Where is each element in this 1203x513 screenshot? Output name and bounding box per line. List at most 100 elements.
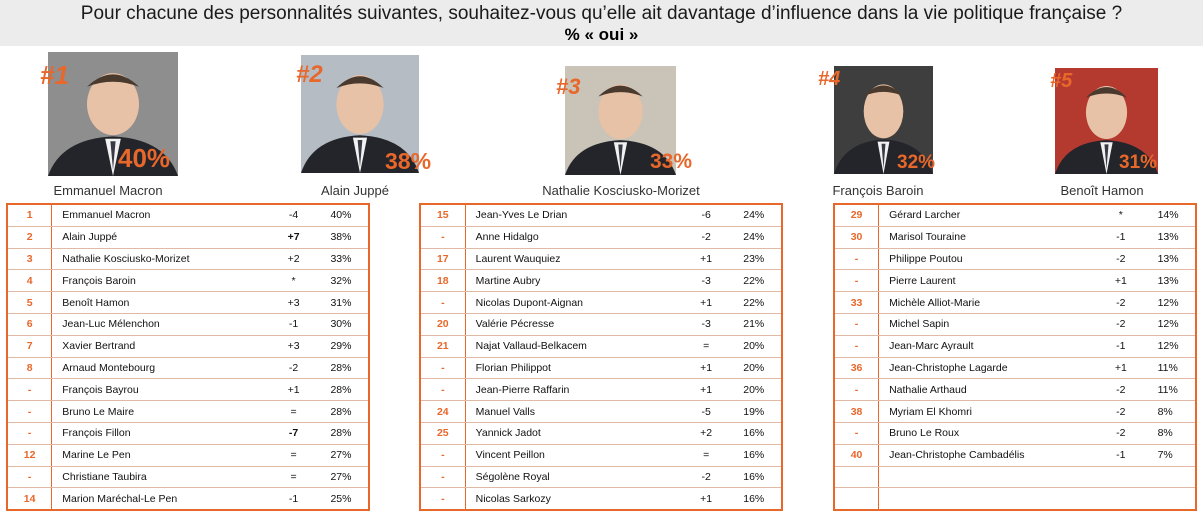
rank-cell: 29 xyxy=(834,204,880,227)
percent-cell: 32% xyxy=(320,269,369,293)
name-cell: Emmanuel Macron xyxy=(51,204,267,227)
rank-cell: 1 xyxy=(7,204,53,227)
percent-cell xyxy=(1148,488,1196,510)
evolution-cell: -3 xyxy=(679,269,734,293)
evolution-cell: * xyxy=(266,269,321,293)
rank-cell: - xyxy=(420,357,466,380)
rank-cell: - xyxy=(834,269,880,293)
podium-rank-label: #5 xyxy=(1050,70,1073,92)
table-row: - Anne Hidalgo -2 24% xyxy=(420,226,782,249)
podium-rank-label: #2 xyxy=(296,61,323,88)
table-row: - François Bayrou +1 28% xyxy=(7,378,369,402)
table-row: 33 Michèle Alliot-Marie -2 12% xyxy=(834,291,1196,314)
evolution-cell: -2 xyxy=(1094,400,1148,423)
evolution-cell xyxy=(1094,466,1148,489)
table-row: 2 Alain Juppé +7 38% xyxy=(7,226,369,249)
name-cell xyxy=(878,466,1095,489)
rank-cell: - xyxy=(420,466,466,489)
percent-cell: 13% xyxy=(1147,248,1196,271)
table-row: - Florian Philippot +1 20% xyxy=(420,357,782,380)
percent-cell: 28% xyxy=(320,400,369,423)
podium-rank-label: #3 xyxy=(556,74,581,99)
name-cell: Bruno Le Roux xyxy=(878,422,1095,445)
name-cell: François Bayrou xyxy=(51,378,267,402)
name-cell: Florian Philippot xyxy=(465,357,680,380)
evolution-cell: -5 xyxy=(679,400,734,423)
rank-cell: 17 xyxy=(420,248,466,271)
table-row: 38 Myriam El Khomri -2 8% xyxy=(834,400,1196,423)
portrait-photo xyxy=(1055,68,1158,174)
percent-cell: 23% xyxy=(733,248,782,271)
evolution-cell: = xyxy=(266,466,321,489)
rank-cell xyxy=(834,466,880,489)
name-cell: Anne Hidalgo xyxy=(465,226,680,249)
percent-cell: 13% xyxy=(1147,226,1196,249)
ranking-table-3: 29 Gérard Larcher * 14% 30 Marisol Touraine -1… xyxy=(833,203,1197,512)
rank-cell: - xyxy=(834,422,880,445)
name-cell: Manuel Valls xyxy=(465,400,680,423)
rank-cell: - xyxy=(420,378,466,402)
name-cell: Yannick Jadot xyxy=(465,422,680,445)
name-cell: Michel Sapin xyxy=(878,313,1095,336)
table-row: - Michel Sapin -2 12% xyxy=(834,313,1196,336)
table-row xyxy=(834,487,1196,511)
percent-cell: 8% xyxy=(1147,400,1196,423)
rank-cell: - xyxy=(420,291,466,314)
percent-cell: 14% xyxy=(1147,204,1196,227)
rank-cell: 21 xyxy=(420,335,466,358)
table-row: 8 Arnaud Montebourg -2 28% xyxy=(7,357,369,380)
rank-cell: - xyxy=(420,444,466,467)
table-row: 12 Marine Le Pen = 27% xyxy=(7,444,369,467)
percent-cell: 12% xyxy=(1147,313,1196,336)
name-cell: Arnaud Montebourg xyxy=(51,357,267,380)
table-row: 4 François Baroin * 32% xyxy=(7,269,369,293)
rank-cell: - xyxy=(420,226,466,249)
evolution-cell: = xyxy=(679,335,734,358)
table-row: 3 Nathalie Kosciusko-Morizet +2 33% xyxy=(7,248,369,271)
name-cell: Najat Vallaud-Belkacem xyxy=(465,335,680,358)
table-row: 25 Yannick Jadot +2 16% xyxy=(420,422,782,445)
name-cell: Jean-Christophe Cambadélis xyxy=(878,444,1095,467)
name-cell: François Fillon xyxy=(51,422,267,445)
rank-cell: 38 xyxy=(834,400,880,423)
rank-cell xyxy=(834,487,880,511)
percent-cell: 12% xyxy=(1147,335,1196,358)
podium-percent: 33% xyxy=(650,150,693,173)
table-row: - Nicolas Dupont-Aignan +1 22% xyxy=(420,291,782,314)
rank-cell: 5 xyxy=(7,291,53,314)
name-cell: Jean-Luc Mélenchon xyxy=(51,313,267,336)
podium-person-name: Benoît Hamon xyxy=(1060,183,1144,198)
evolution-cell: -2 xyxy=(679,226,734,249)
table-row: - Nathalie Arthaud -2 11% xyxy=(834,378,1196,402)
evolution-cell: +1 xyxy=(1094,269,1148,293)
percent-cell: 11% xyxy=(1147,357,1196,380)
table-row: 17 Laurent Wauquiez +1 23% xyxy=(420,248,782,271)
portrait-photo xyxy=(48,52,178,176)
name-cell: Jean-Christophe Lagarde xyxy=(878,357,1095,380)
name-cell: Martine Aubry xyxy=(465,269,680,293)
rank-cell: - xyxy=(420,487,466,511)
percent-cell: 25% xyxy=(330,492,352,505)
evolution-cell: * xyxy=(1094,204,1148,227)
percent-cell: 16% xyxy=(733,466,782,489)
table-row: 6 Jean-Luc Mélenchon -1 30% xyxy=(7,313,369,336)
name-cell: Bruno Le Maire xyxy=(51,400,267,423)
evolution-cell: = xyxy=(266,400,321,423)
name-cell: Valérie Pécresse xyxy=(465,313,680,336)
name-cell: Pierre Laurent xyxy=(878,269,1095,293)
percent-cell: 13% xyxy=(1147,269,1196,293)
evolution-cell: +2 xyxy=(679,422,734,445)
percent-cell: 16% xyxy=(743,492,765,505)
percent-cell: 24% xyxy=(733,204,782,227)
rank-cell: 12 xyxy=(7,444,53,467)
rank-cell: - xyxy=(834,378,880,402)
rank-cell: 3 xyxy=(7,248,53,271)
table-row: 14 Marion Maréchal-Le Pen -1 25% xyxy=(7,487,369,511)
percent-cell: 20% xyxy=(733,335,782,358)
rank-cell: - xyxy=(834,335,880,358)
rank-cell: - xyxy=(7,400,53,423)
name-cell: Alain Juppé xyxy=(51,226,267,249)
evolution-cell: -2 xyxy=(1094,313,1148,336)
table-row: - Philippe Poutou -2 13% xyxy=(834,248,1196,271)
name-cell: Jean-Pierre Raffarin xyxy=(465,378,680,402)
